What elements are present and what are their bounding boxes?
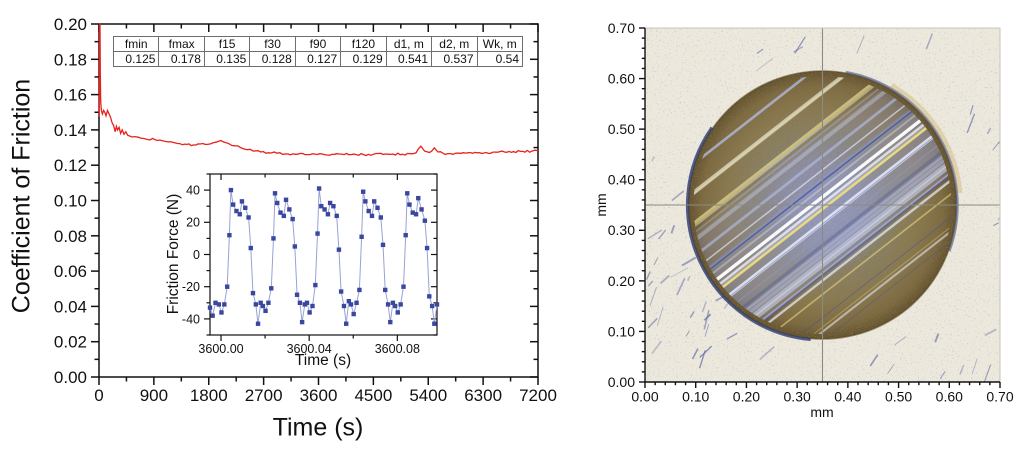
svg-text:0.30: 0.30	[608, 222, 635, 238]
stats-header-cell: Wk, m	[476, 36, 523, 52]
scar-rim-lower-left	[685, 126, 811, 341]
micrograph-x-axis-title: mm	[810, 404, 834, 420]
svg-text:0.00: 0.00	[631, 388, 658, 404]
stats-header-cell: f90	[294, 36, 342, 52]
surface-scratches	[645, 33, 1000, 382]
svg-text:0: 0	[193, 248, 200, 262]
friction-force-series	[207, 186, 440, 326]
stats-table: fmin fmax f15 f30 f90 f120 d1, m d2, m Wk, m 0.12…	[112, 36, 523, 67]
svg-text:0.10: 0.10	[608, 323, 635, 339]
micrograph-axes: 0.00 0.10 0.20 0.30 0.40 0.50 0.60 0.70 0.00 0.10…	[608, 20, 1014, 404]
svg-text:0.30: 0.30	[784, 388, 811, 404]
svg-text:0.20: 0.20	[608, 273, 635, 289]
svg-text:0.70: 0.70	[608, 20, 635, 36]
svg-text:0.20: 0.20	[733, 388, 760, 404]
stats-header-cell: f15	[203, 36, 251, 52]
stats-header-cell: fmin	[112, 36, 160, 52]
svg-text:5400: 5400	[409, 386, 447, 405]
svg-text:0.60: 0.60	[608, 70, 635, 86]
stats-header-cell: d1, m	[385, 36, 433, 52]
svg-text:0.50: 0.50	[608, 121, 635, 137]
stats-value-cell: 0.127	[294, 51, 342, 67]
stats-header-cell: d2, m	[431, 36, 478, 52]
svg-text:0.08: 0.08	[54, 227, 87, 246]
scar-rim-halo	[890, 83, 963, 194]
inset-x-axis-title: Time (s)	[294, 352, 352, 369]
main-x-axis-title: Time (s)	[272, 413, 364, 442]
svg-text:0.10: 0.10	[54, 191, 87, 210]
svg-text:0.00: 0.00	[54, 368, 87, 387]
svg-text:2700: 2700	[245, 386, 283, 405]
svg-text:0.16: 0.16	[54, 86, 87, 105]
svg-text:0.18: 0.18	[54, 50, 87, 69]
main-y-axis-title: Coefficient of Friction	[7, 78, 36, 314]
svg-text:0.50: 0.50	[885, 388, 912, 404]
friction-vs-time-plot: 0 900 1800 2700 3600 4500 5400 6300 7200 0.00 0.02…	[54, 15, 557, 405]
stats-value-cell: 0.125	[112, 51, 160, 67]
svg-text:6300: 6300	[464, 386, 502, 405]
micrograph-y-axis-title: mm	[593, 193, 609, 217]
wear-scar-micrograph: 0.00 0.10 0.20 0.30 0.40 0.50 0.60 0.70 0.00 0.10…	[608, 20, 1014, 404]
svg-text:-40: -40	[182, 312, 200, 326]
svg-text:0.60: 0.60	[936, 388, 963, 404]
cof-series-line	[98, 23, 539, 157]
svg-text:3600.08: 3600.08	[375, 342, 420, 356]
svg-text:0.02: 0.02	[54, 333, 87, 352]
stats-value-cell: 0.135	[203, 51, 251, 67]
svg-text:0.40: 0.40	[834, 388, 861, 404]
stats-header-cell: f120	[340, 36, 387, 52]
stats-header-cell: fmax	[158, 36, 205, 52]
svg-text:0.20: 0.20	[54, 15, 87, 34]
svg-text:0.06: 0.06	[54, 262, 87, 281]
stats-value-cell: 0.54	[476, 51, 523, 67]
svg-text:3600: 3600	[300, 386, 338, 405]
svg-text:20: 20	[186, 216, 200, 230]
svg-text:4500: 4500	[354, 386, 392, 405]
svg-text:0.10: 0.10	[682, 388, 709, 404]
stats-value-cell: 0.537	[431, 51, 478, 67]
abrasion-streaks	[693, 76, 952, 334]
svg-text:0.70: 0.70	[986, 388, 1013, 404]
svg-text:-20: -20	[182, 280, 200, 294]
svg-text:0.12: 0.12	[54, 156, 87, 175]
svg-text:1800: 1800	[190, 386, 228, 405]
svg-text:900: 900	[140, 386, 168, 405]
svg-text:40: 40	[186, 183, 200, 197]
svg-text:0.00: 0.00	[608, 374, 635, 390]
stats-value-cell: 0.128	[249, 51, 296, 67]
stats-value-cell: 0.178	[158, 51, 205, 67]
inset-y-axis-title: Friction Force (N)	[165, 193, 182, 315]
svg-text:7200: 7200	[519, 386, 557, 405]
svg-text:0: 0	[94, 386, 103, 405]
svg-text:0.14: 0.14	[54, 121, 87, 140]
stats-value-cell: 0.541	[385, 51, 433, 67]
svg-text:3600.04: 3600.04	[287, 342, 332, 356]
svg-text:0.04: 0.04	[54, 297, 87, 316]
stats-header-cell: f30	[249, 36, 296, 52]
svg-text:3600.00: 3600.00	[198, 342, 243, 356]
svg-text:0.40: 0.40	[608, 172, 635, 188]
stats-value-cell: 0.129	[340, 51, 387, 67]
scar-rim-upper-right	[845, 70, 959, 252]
